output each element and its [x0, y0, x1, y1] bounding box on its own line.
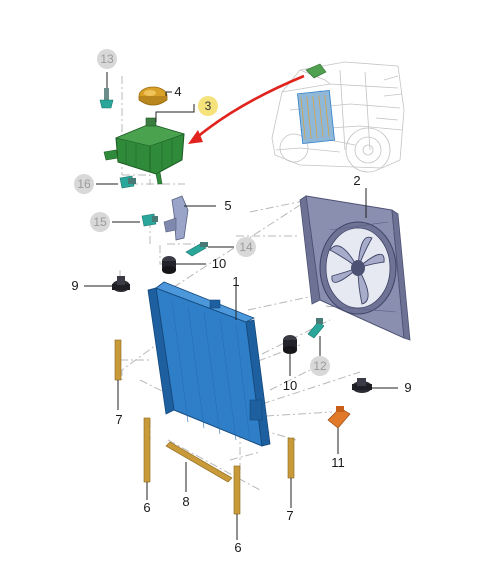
part-4-expansion-tank-cap[interactable]: [138, 86, 168, 106]
part-7-seal-strip-left[interactable]: [114, 339, 122, 381]
callout-9-left[interactable]: 9: [71, 278, 78, 293]
part-6-seal-strip-right[interactable]: [233, 465, 241, 515]
part-3-expansion-tank[interactable]: [103, 117, 185, 185]
callout-7-right[interactable]: 7: [286, 508, 293, 523]
callout-15: 15: [93, 215, 107, 229]
callout-12: 12: [313, 359, 327, 373]
part-6-seal-strip-left[interactable]: [143, 417, 151, 483]
callout-badge-16[interactable]: 16: [74, 174, 94, 194]
callout-6-left[interactable]: 6: [143, 500, 150, 515]
part-10-mount-lower[interactable]: [283, 335, 297, 354]
callout-badge-14[interactable]: 14: [236, 237, 256, 257]
part-15-sensor[interactable]: [141, 213, 158, 227]
leader-lines: [84, 72, 398, 540]
callout-7-left[interactable]: 7: [115, 412, 122, 427]
callout-2[interactable]: 2: [353, 173, 360, 188]
callout-10-upper[interactable]: 10: [212, 256, 226, 271]
callout-badge-15[interactable]: 15: [90, 212, 110, 232]
part-8-seal-strip-bottom[interactable]: [165, 441, 233, 483]
part-9-mount-left[interactable]: [112, 276, 130, 292]
callout-badge-13[interactable]: 13: [97, 49, 117, 69]
part-2-fan-shroud[interactable]: [299, 195, 411, 341]
part-7-seal-strip-right[interactable]: [287, 437, 295, 479]
callout-badge-12[interactable]: 12: [310, 356, 330, 376]
callout-11[interactable]: 11: [331, 455, 345, 470]
part-11-valve[interactable]: [327, 406, 351, 429]
part-13-sensor[interactable]: [99, 88, 114, 109]
red-arrow-icon: [188, 74, 305, 144]
callout-14: 14: [239, 240, 253, 254]
callout-8[interactable]: 8: [182, 494, 189, 509]
callout-1[interactable]: 1: [232, 274, 239, 289]
callout-5[interactable]: 5: [224, 198, 231, 213]
callout-3: 3: [205, 99, 212, 113]
callout-9-right[interactable]: 9: [404, 380, 411, 395]
part-12-sensor[interactable]: [307, 318, 325, 339]
part-16-sensor[interactable]: [119, 175, 136, 189]
part-5-bracket[interactable]: [163, 195, 189, 241]
callout-10-lower[interactable]: 10: [283, 378, 297, 393]
callout-13: 13: [100, 52, 114, 66]
callout-4[interactable]: 4: [174, 84, 181, 99]
part-1-radiator[interactable]: [147, 281, 271, 447]
callout-6-right[interactable]: 6: [234, 540, 241, 555]
vehicle-locator-icon: [271, 61, 405, 173]
callout-badge-3[interactable]: 3: [198, 96, 218, 116]
part-9-mount-right[interactable]: [352, 378, 372, 393]
part-10-mount-upper[interactable]: [162, 256, 176, 274]
callout-16: 16: [77, 177, 91, 191]
part-14-sensor[interactable]: [185, 242, 208, 257]
